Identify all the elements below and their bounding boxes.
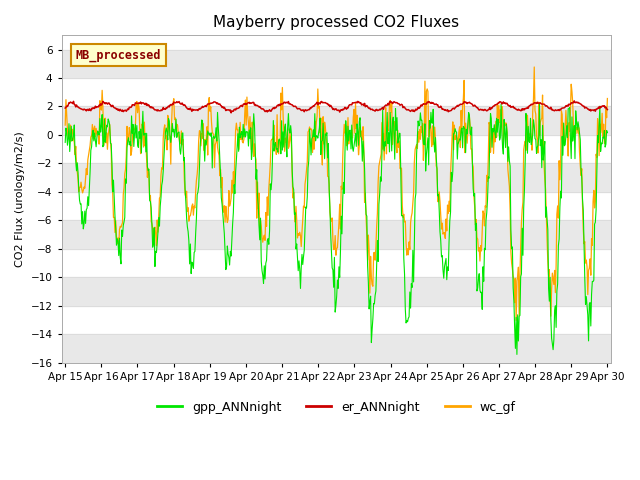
Legend: gpp_ANNnight, er_ANNnight, wc_gf: gpp_ANNnight, er_ANNnight, wc_gf <box>152 396 521 419</box>
Y-axis label: CO2 Flux (urology/m2/s): CO2 Flux (urology/m2/s) <box>15 131 25 267</box>
Bar <box>61 107 611 135</box>
Title: Mayberry processed CO2 Fluxes: Mayberry processed CO2 Fluxes <box>213 15 460 30</box>
Text: MB_processed: MB_processed <box>76 48 161 62</box>
Bar <box>61 49 611 78</box>
Bar <box>61 334 611 362</box>
Bar <box>61 163 611 192</box>
Bar <box>61 220 611 249</box>
Bar <box>61 277 611 306</box>
